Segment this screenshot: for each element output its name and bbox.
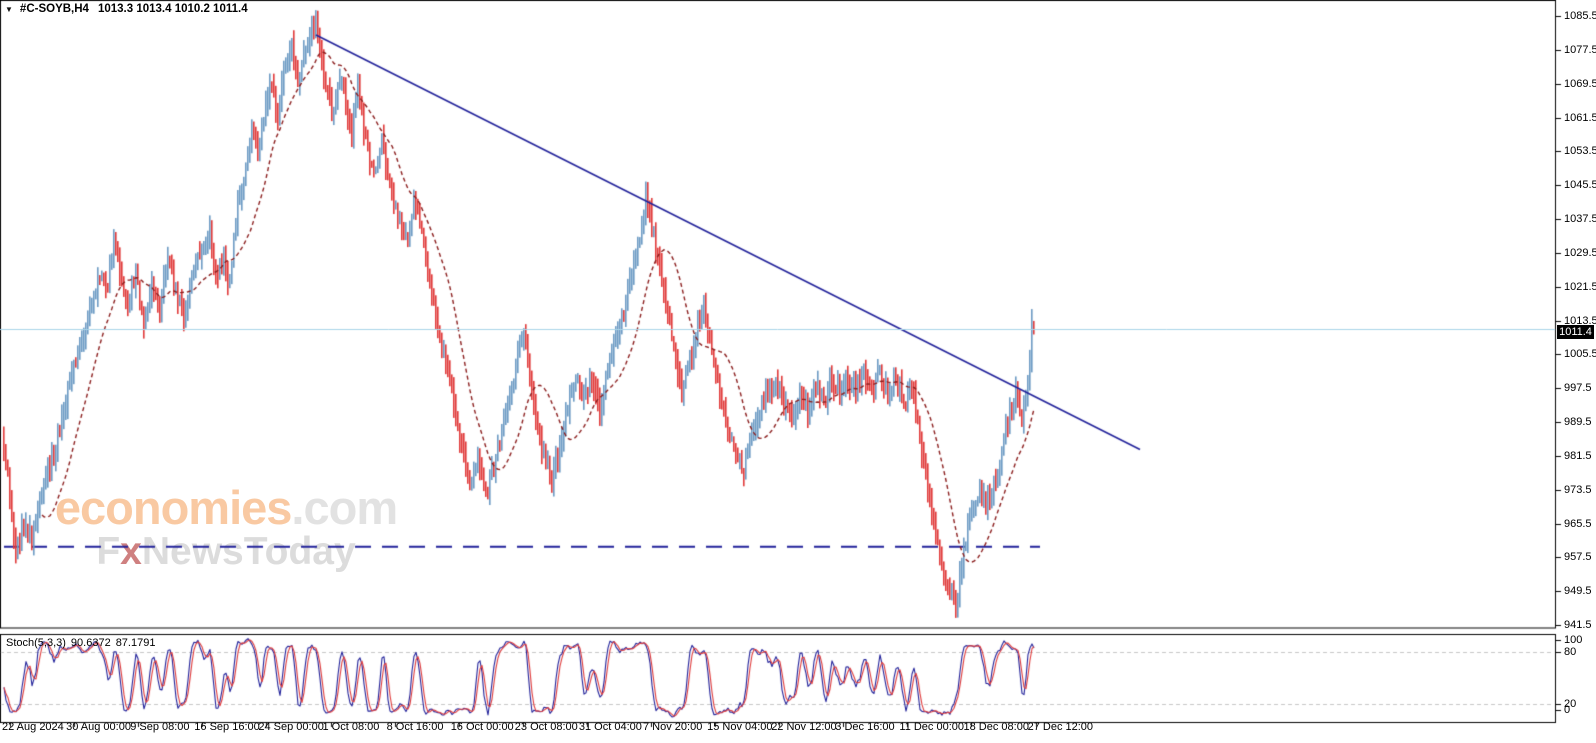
quote-values: 1013.3 1013.4 1010.2 1011.4 — [97, 3, 248, 15]
price-chart-canvas[interactable] — [0, 0, 1556, 629]
symbol-header: ▼ #C-SOYB,H4 1013.3 1013.4 1010.2 1011.4 — [5, 3, 248, 15]
chevron-down-icon[interactable]: ▼ — [5, 4, 13, 14]
symbol-title: #C-SOYB,H4 — [19, 3, 89, 15]
stochastic-chart-canvas[interactable] — [0, 634, 1556, 724]
indicator-label: Stoch(5,3,3) 90.6372 87.1791 — [6, 637, 160, 649]
indicator-d-value: 87.1791 — [115, 637, 156, 649]
indicator-k-value: 90.6372 — [70, 637, 111, 649]
indicator-name: Stoch(5,3,3) — [6, 637, 66, 649]
current-price-badge: 1011.4 — [1557, 325, 1594, 339]
